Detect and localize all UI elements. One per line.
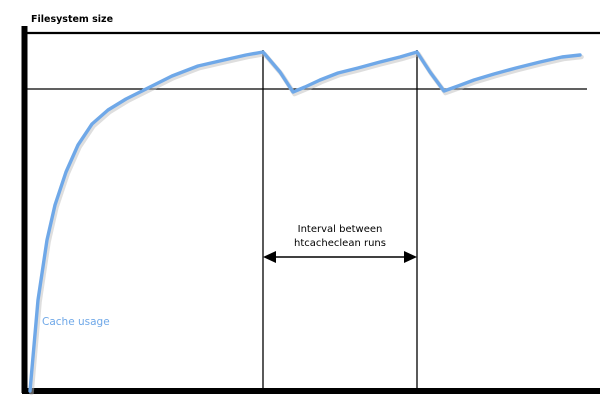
interval-annotation-line2: htcacheclean runs [294, 238, 386, 249]
interval-arrow-head-right [404, 251, 417, 263]
interval-arrow [263, 251, 417, 263]
interval-annotation-line1: Interval between [298, 224, 383, 235]
interval-arrow-head-left [263, 251, 276, 263]
cache-usage-label: Cache usage [42, 316, 110, 328]
cache-usage-curve [28, 50, 582, 393]
cache-usage-curve-shadow [29, 51, 584, 396]
filesystem-size-label: Filesystem size [31, 14, 113, 25]
